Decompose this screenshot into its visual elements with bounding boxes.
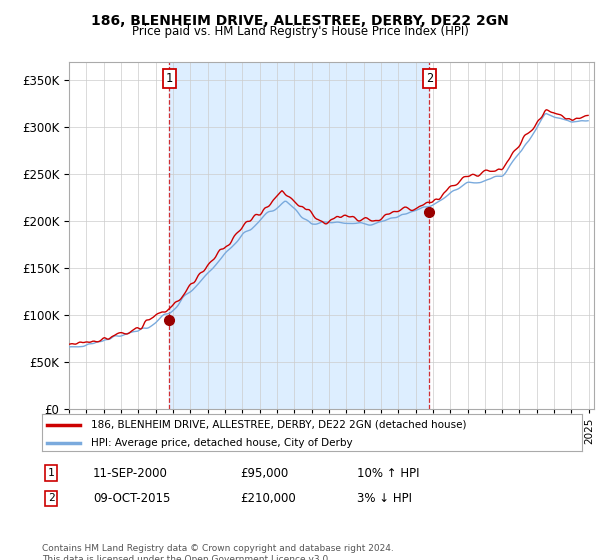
Text: 1: 1	[47, 468, 55, 478]
Text: HPI: Average price, detached house, City of Derby: HPI: Average price, detached house, City…	[91, 438, 352, 448]
Text: 10% ↑ HPI: 10% ↑ HPI	[357, 466, 419, 480]
Text: 2: 2	[425, 72, 433, 85]
Text: 09-OCT-2015: 09-OCT-2015	[93, 492, 170, 505]
Text: Price paid vs. HM Land Registry's House Price Index (HPI): Price paid vs. HM Land Registry's House …	[131, 25, 469, 38]
Text: 186, BLENHEIM DRIVE, ALLESTREE, DERBY, DE22 2GN: 186, BLENHEIM DRIVE, ALLESTREE, DERBY, D…	[91, 14, 509, 28]
Bar	[169, 62, 429, 409]
Text: 3% ↓ HPI: 3% ↓ HPI	[357, 492, 412, 505]
Text: 2: 2	[47, 493, 55, 503]
Text: 11-SEP-2000: 11-SEP-2000	[93, 466, 168, 480]
Text: £210,000: £210,000	[240, 492, 296, 505]
Text: £95,000: £95,000	[240, 466, 288, 480]
Text: 1: 1	[166, 72, 173, 85]
Text: Contains HM Land Registry data © Crown copyright and database right 2024.
This d: Contains HM Land Registry data © Crown c…	[42, 544, 394, 560]
Text: 186, BLENHEIM DRIVE, ALLESTREE, DERBY, DE22 2GN (detached house): 186, BLENHEIM DRIVE, ALLESTREE, DERBY, D…	[91, 419, 466, 430]
